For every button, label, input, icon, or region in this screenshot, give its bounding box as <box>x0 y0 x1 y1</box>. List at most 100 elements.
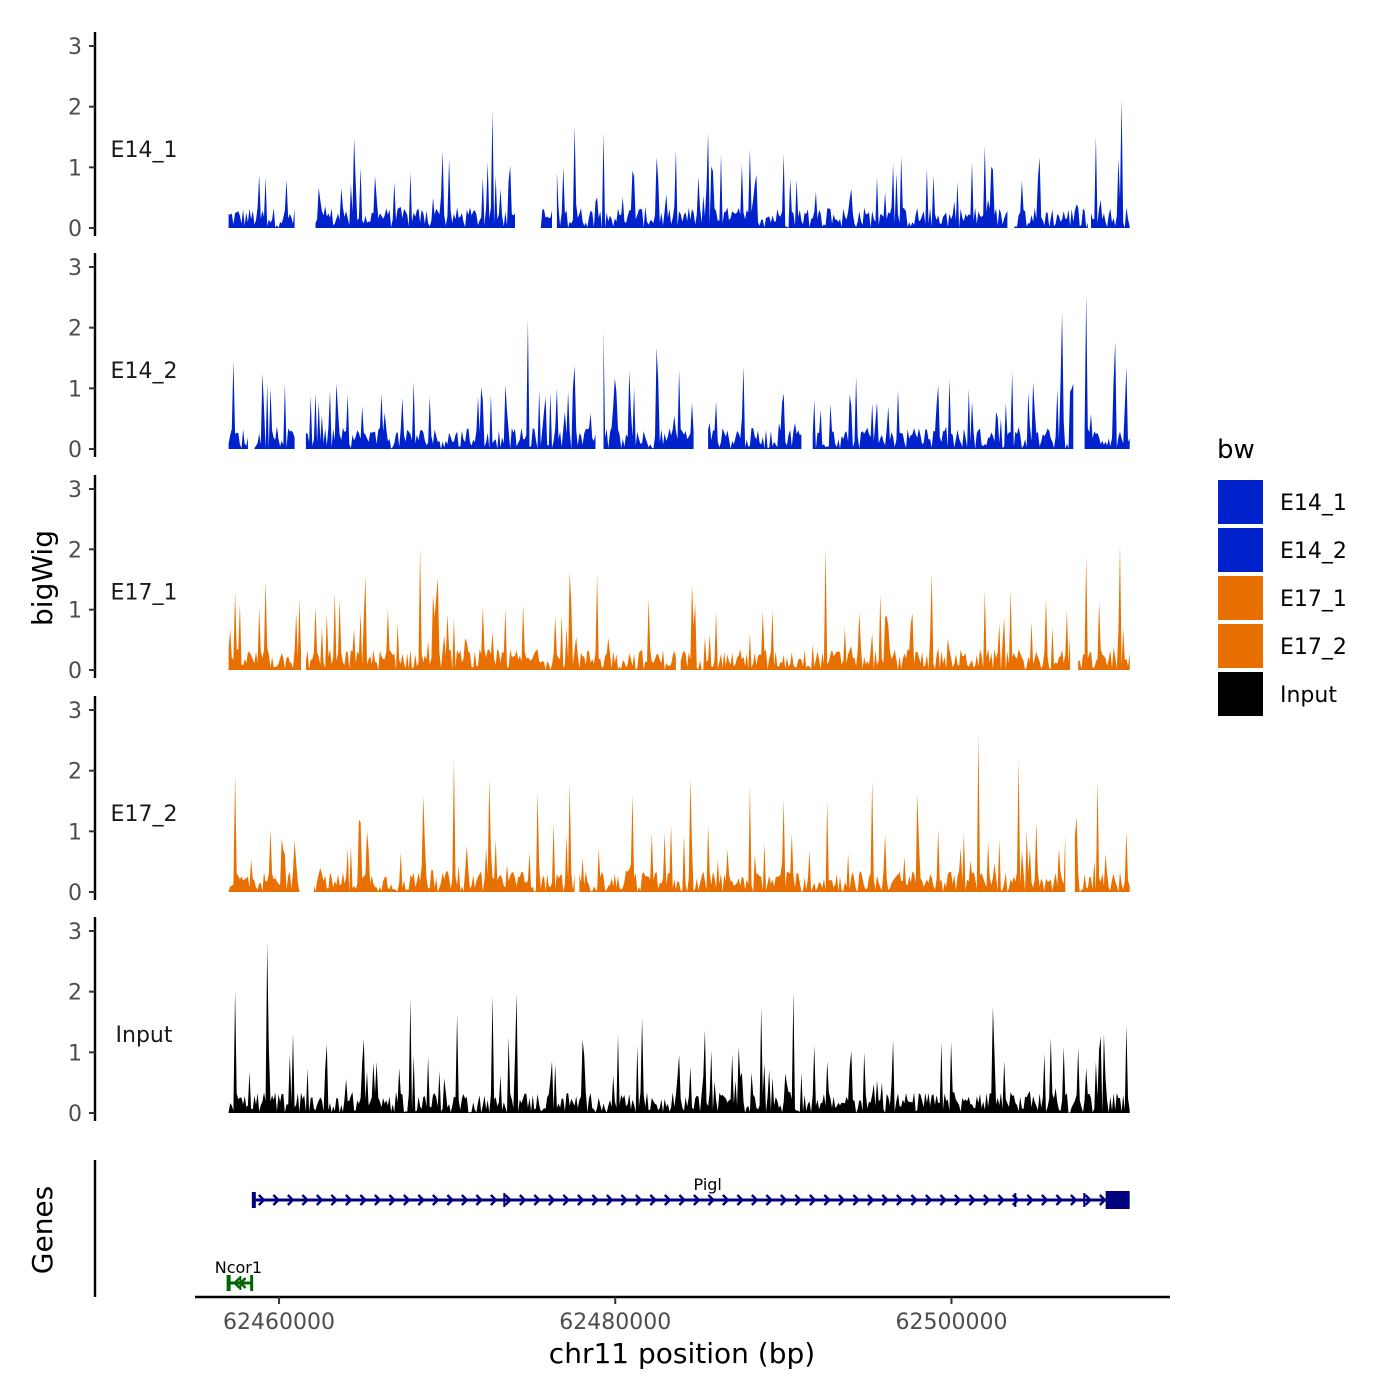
exon <box>1014 1193 1017 1207</box>
strand-arrow <box>518 1194 527 1206</box>
strand-arrow <box>301 1194 310 1206</box>
y-tick-label: 2 <box>68 317 82 342</box>
track-label: E14_2 <box>111 359 178 384</box>
strand-arrow <box>997 1194 1006 1206</box>
strand-arrow <box>232 1277 241 1289</box>
strand-arrow <box>446 1194 455 1206</box>
y-tick-label: 3 <box>68 699 82 724</box>
strand-arrow <box>475 1194 484 1206</box>
signal-area <box>305 319 596 449</box>
gene-label: Ncor1 <box>215 1258 262 1277</box>
x-tick-label: 62500000 <box>895 1310 1007 1335</box>
strand-arrow <box>591 1194 600 1206</box>
strand-arrow <box>605 1194 614 1206</box>
signal-area <box>1013 157 1088 228</box>
strand-arrow <box>431 1194 440 1206</box>
exon <box>226 1275 231 1291</box>
legend-title: bw <box>1217 435 1255 465</box>
y-tick-label: 0 <box>68 1102 82 1127</box>
signal-area <box>305 546 676 670</box>
y-tick-label: 1 <box>68 820 82 845</box>
track-e14-2: 0 1 2 3 E14_2 <box>68 253 1130 463</box>
strand-arrow <box>1069 1194 1078 1206</box>
strand-arrow <box>866 1194 875 1206</box>
strand-arrow <box>388 1194 397 1206</box>
track-label: E17_1 <box>111 581 178 606</box>
strand-arrow <box>707 1194 716 1206</box>
strand-arrow <box>460 1194 469 1206</box>
exon <box>251 1192 256 1208</box>
y-tick-label: 2 <box>68 981 82 1006</box>
strand-arrow <box>765 1194 774 1206</box>
strand-arrow <box>895 1194 904 1206</box>
y-tick-label: 3 <box>68 478 82 503</box>
y-tick-label: 1 <box>68 377 82 402</box>
legend-key <box>1218 528 1263 572</box>
signal-area <box>603 329 694 449</box>
strand-arrow <box>910 1194 919 1206</box>
strand-arrow <box>533 1194 542 1206</box>
signal-area <box>556 126 1008 228</box>
signal-area <box>680 546 1071 670</box>
exon-utr <box>1105 1191 1130 1209</box>
strand-arrow <box>489 1194 498 1206</box>
strand-arrow <box>402 1194 411 1206</box>
y-tick-label: 2 <box>68 760 82 785</box>
legend: bw E14_1 E14_2 E17_1 E17_2 Input <box>1217 435 1347 716</box>
strand-arrow <box>315 1194 324 1206</box>
gene-ncor1: Ncor1 <box>215 1258 262 1291</box>
y-tick-label: 0 <box>68 217 82 242</box>
strand-arrow <box>1026 1194 1035 1206</box>
x-tick-label: 62480000 <box>559 1310 671 1335</box>
signal-area <box>228 175 295 228</box>
strand-arrow <box>286 1194 295 1206</box>
signal-area <box>708 366 802 449</box>
strand-arrow <box>750 1194 759 1206</box>
legend-key <box>1218 672 1263 716</box>
y-tick-label: 0 <box>68 881 82 906</box>
strand-arrow <box>649 1194 658 1206</box>
y-tick-label: 1 <box>68 1041 82 1066</box>
signal-area <box>812 312 1074 449</box>
strand-arrow <box>794 1194 803 1206</box>
strand-arrow <box>924 1194 933 1206</box>
gene-pigl: Pigl <box>251 1175 1130 1209</box>
signal-area <box>315 110 515 228</box>
legend-label: E17_1 <box>1280 587 1347 612</box>
signal-area <box>228 942 1130 1113</box>
strand-arrow <box>344 1194 353 1206</box>
strand-arrow <box>823 1194 832 1206</box>
strand-arrow <box>620 1194 629 1206</box>
strand-arrow <box>779 1194 788 1206</box>
strand-arrow <box>634 1194 643 1206</box>
y-tick-label: 3 <box>68 920 82 945</box>
y-tick-label: 1 <box>68 156 82 181</box>
legend-key <box>1218 480 1263 524</box>
strand-arrow <box>1040 1194 1049 1206</box>
signal-area <box>1091 98 1130 228</box>
strand-arrow <box>837 1194 846 1206</box>
track-e17-2: 0 1 2 3 E17_2 <box>68 696 1130 906</box>
strand-arrow <box>939 1194 948 1206</box>
strand-arrow <box>272 1194 281 1206</box>
y-tick-label: 3 <box>68 35 82 60</box>
legend-key <box>1218 576 1263 620</box>
track-input: 0 1 2 3 Input <box>68 917 1130 1127</box>
legend-label: Input <box>1280 683 1337 708</box>
strand-arrow <box>852 1194 861 1206</box>
strand-arrow <box>968 1194 977 1206</box>
strand-arrow <box>1098 1194 1107 1206</box>
signal-area <box>1078 545 1130 670</box>
strand-arrow <box>982 1194 991 1206</box>
signal-area <box>579 733 1066 892</box>
signal-area <box>228 580 301 670</box>
exon <box>1083 1193 1086 1207</box>
strand-arrow <box>953 1194 962 1206</box>
strand-arrow <box>562 1194 571 1206</box>
strand-arrow <box>359 1194 368 1206</box>
y-tick-label: 0 <box>68 438 82 463</box>
x-axis: 62460000 62480000 62500000 <box>195 1295 1170 1335</box>
legend-label: E14_2 <box>1280 539 1347 564</box>
signal-area <box>1074 779 1130 892</box>
strand-arrow <box>257 1194 266 1206</box>
